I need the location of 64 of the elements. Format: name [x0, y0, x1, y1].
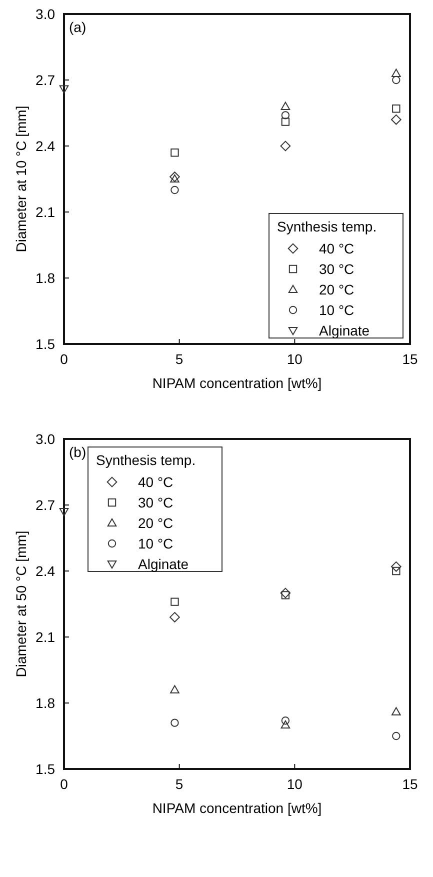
legend-label: 30 °C [319, 261, 354, 277]
y-tick-label: 1.5 [36, 761, 56, 777]
point [59, 85, 69, 94]
x-tick-label: 15 [402, 776, 418, 792]
x-axis-title: NIPAM concentration [wt%] [152, 800, 322, 816]
legend-label: 10 °C [138, 536, 174, 552]
point [281, 111, 290, 120]
x-axis-title: NIPAM concentration [wt%] [152, 375, 322, 391]
y-tick-label: 1.8 [36, 270, 56, 286]
point [392, 707, 401, 716]
point [170, 186, 179, 194]
legend-label: Alginate [319, 322, 370, 338]
point [281, 591, 290, 600]
legend-label: 20 °C [319, 282, 354, 298]
y-tick-label: 1.8 [36, 695, 56, 711]
y-tick-label: 2.7 [36, 497, 56, 513]
y-tick-label: 3.0 [36, 6, 56, 22]
point [59, 508, 69, 516]
y-tick-label: 2.4 [36, 138, 56, 154]
point [170, 172, 180, 182]
annotation: (a) [69, 19, 86, 35]
x-tick-label: 10 [286, 776, 303, 792]
point [390, 114, 402, 125]
point [392, 566, 400, 576]
y-axis-title: Diameter at 50 °C [mm] [13, 530, 29, 678]
point [170, 612, 180, 622]
x-tick-label: 0 [60, 351, 68, 367]
point [392, 76, 400, 84]
y-axis-title: Diameter at 10 °C [mm] [13, 106, 29, 252]
y-tick-label: 1.5 [36, 336, 56, 352]
legend-label: 20 °C [138, 515, 174, 531]
y-tick-label: 2.7 [36, 72, 56, 88]
x-tick-label: 5 [175, 351, 184, 367]
legend-label: 30 °C [138, 494, 174, 510]
legend-label: Alginate [138, 556, 189, 572]
point [170, 174, 180, 183]
x-tick-label: 5 [175, 776, 184, 792]
legend-label: 40 °C [138, 474, 174, 490]
point [392, 732, 400, 740]
point [280, 720, 290, 729]
point [281, 118, 290, 126]
point [170, 148, 179, 157]
x-tick-label: 0 [60, 776, 68, 792]
legend-title: Synthesis temp. [277, 218, 377, 234]
point [280, 588, 291, 598]
y-tick-label: 2.1 [36, 204, 56, 220]
x-tick-label: 15 [402, 351, 418, 367]
point [280, 140, 291, 152]
point [280, 102, 290, 110]
point [392, 68, 401, 77]
point [392, 104, 400, 113]
point [390, 561, 402, 572]
y-tick-label: 2.4 [36, 563, 56, 579]
point [170, 718, 179, 727]
y-tick-label: 2.1 [36, 629, 56, 645]
y-tick-label: 3.0 [36, 431, 56, 447]
legend-label: 10 °C [319, 302, 354, 318]
point [170, 598, 179, 606]
x-tick-label: 10 [286, 351, 303, 367]
point [170, 685, 180, 694]
annotation: (b) [69, 444, 86, 460]
point [281, 716, 290, 725]
legend-label: 40 °C [319, 240, 354, 256]
legend-title: Synthesis temp. [96, 452, 196, 468]
